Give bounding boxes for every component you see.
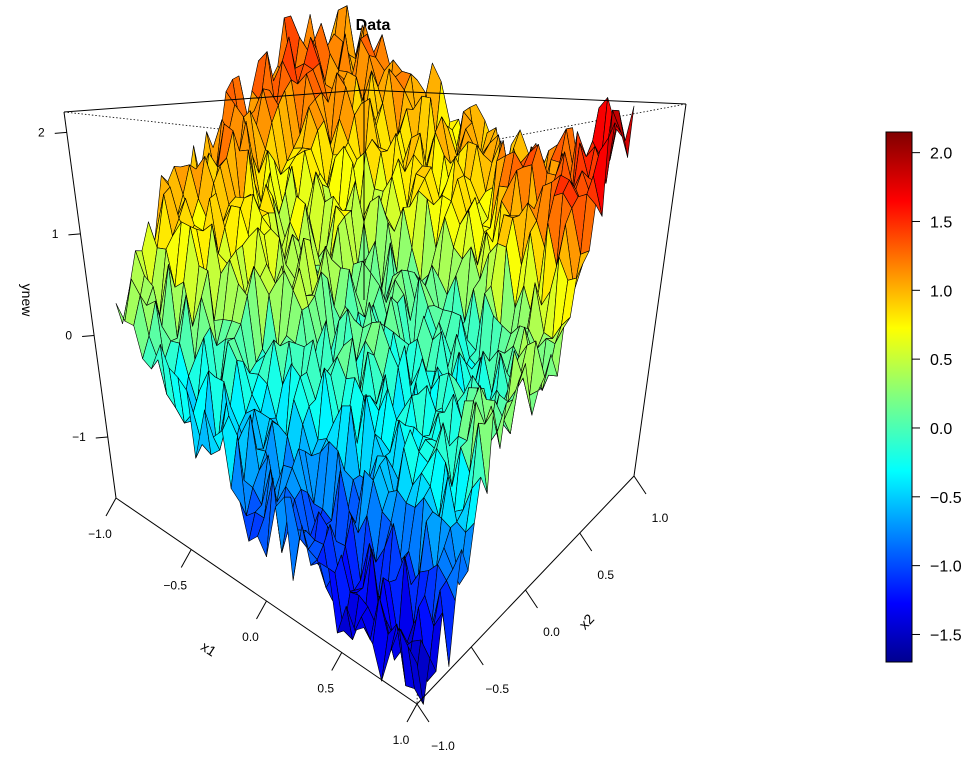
z-tick (68, 233, 81, 236)
x1-tick (256, 600, 267, 620)
x2-tick-label: 1.0 (652, 511, 669, 525)
x2-tick-label: 0.5 (597, 568, 614, 582)
x1-tick (180, 549, 192, 568)
x1-tick (331, 652, 343, 671)
colorbar-tick-label: 0.0 (930, 421, 952, 438)
x2-axis: −1.0 −0.5 0.0 0.5 1.0 (416, 475, 669, 753)
x2-tick (470, 646, 484, 666)
colorbar-tick-label: 1.5 (930, 214, 952, 231)
colorbar-ticks: 2.0 1.5 1.0 0.5 0.0 −0.5 −1.0 −1.5 (912, 146, 962, 644)
colorbar-tick-label: −1.5 (930, 627, 962, 644)
x1-tick-label: 0.5 (317, 682, 334, 696)
x2-tick (579, 532, 593, 552)
x2-axis-title: x2 (575, 611, 597, 633)
x2-tick (633, 475, 647, 495)
colorbar-tick-label: 1.0 (930, 283, 952, 300)
z-axis: −1 0 1 2 (38, 125, 108, 444)
x2-tick-label: −0.5 (485, 682, 509, 696)
z-tick (54, 131, 67, 134)
z-tick (95, 436, 108, 439)
x2-tick-label: −1.0 (431, 739, 455, 753)
x1-tick-label: 1.0 (393, 733, 410, 747)
colorbar (885, 131, 913, 663)
colorbar-tick-label: 0.5 (930, 352, 952, 369)
x1-tick-label: −1.0 (88, 527, 112, 541)
x1-tick-label: −0.5 (163, 579, 187, 593)
x1-tick (105, 497, 117, 517)
x1-axis-title: x1 (198, 638, 219, 660)
x2-tick (416, 703, 430, 723)
colorbar-tick-label: −0.5 (930, 490, 962, 507)
x2-tick-label: 0.0 (543, 625, 560, 639)
x1-tick-label: 0.0 (242, 630, 259, 644)
z-tick-label: 0 (65, 328, 72, 342)
z-tick (82, 334, 95, 337)
z-tick-label: 2 (38, 125, 45, 139)
z-tick-label: 1 (52, 227, 59, 241)
x1-tick (406, 703, 418, 723)
surface-mesh (115, 5, 635, 705)
x1-axis: −1.0 −0.5 0.0 0.5 1.0 (88, 497, 418, 747)
z-tick-label: −1 (72, 430, 86, 444)
z-axis-title: ynew (19, 284, 35, 318)
x2-tick (525, 589, 538, 609)
colorbar-tick-label: −1.0 (930, 559, 962, 576)
surface-facet (407, 646, 424, 705)
colorbar-tick-label: 2.0 (930, 146, 952, 163)
